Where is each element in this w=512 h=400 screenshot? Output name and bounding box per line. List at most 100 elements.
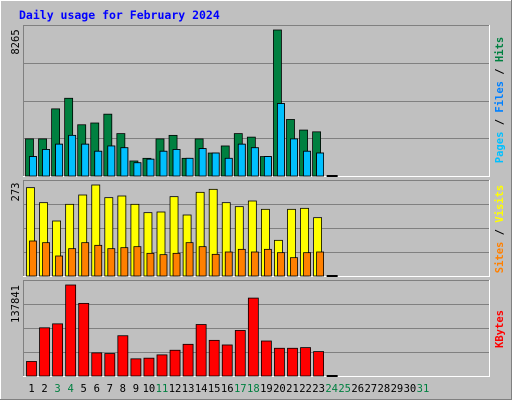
bar-kbytes-day-2 <box>39 327 50 377</box>
bar-sites-day-2 <box>42 242 50 277</box>
bar-kbytes-day-10 <box>143 357 155 377</box>
bar-kbytes-day-9 <box>130 358 142 377</box>
legend-item: Visits <box>494 185 506 223</box>
y-max-label: 8265 <box>10 29 22 54</box>
bar-pages-day-23 <box>316 152 325 177</box>
day-label: 4 <box>67 383 73 395</box>
day-label: 22 <box>299 383 312 395</box>
bar-sites-day-9 <box>133 246 142 277</box>
bar-pages-day-17 <box>237 143 246 177</box>
day-label: 2 <box>41 383 47 395</box>
bar-pages-day-20 <box>277 103 285 177</box>
legend-item: / <box>494 223 506 242</box>
day-label: 7 <box>107 383 113 395</box>
bar-pages-day-12 <box>172 149 181 177</box>
top-bars <box>25 29 338 177</box>
bar-pages-day-11 <box>159 150 168 177</box>
bar-kbytes-day-18 <box>247 297 259 377</box>
day-label: 13 <box>182 383 195 395</box>
bar-pages-day-16 <box>224 157 233 177</box>
legend-item: Hits <box>494 37 506 62</box>
bar-sites-day-7 <box>107 248 116 277</box>
bar-sites-day-5 <box>81 242 90 277</box>
y-max-label: 273 <box>10 183 22 202</box>
day-label: 10 <box>143 383 156 395</box>
legend-item: Pages <box>494 132 506 164</box>
bar-pages-day-19 <box>263 156 272 177</box>
bar-pages-day-1 <box>29 156 37 177</box>
bar-kbytes-day-11 <box>156 354 168 377</box>
bar-sites-day-21 <box>290 257 298 277</box>
day-label: 14 <box>195 383 208 395</box>
bar-pages-day-5 <box>81 143 90 177</box>
bar-kbytes-day-20 <box>274 347 285 377</box>
day-label: 17 <box>234 383 247 395</box>
bar-pages-day-22 <box>303 150 311 177</box>
day-label: 15 <box>208 383 221 395</box>
series-legend: KBytes <box>494 310 506 348</box>
legend-item: / <box>494 113 506 132</box>
day-label: 19 <box>260 383 273 395</box>
bar-kbytes-day-16 <box>221 344 233 377</box>
bar-kbytes-day-22 <box>300 347 311 377</box>
current-day-marker <box>326 175 338 177</box>
day-label: 23 <box>312 383 325 395</box>
bar-sites-day-1 <box>29 240 37 277</box>
day-label: 20 <box>273 383 286 395</box>
day-label: 11 <box>156 383 169 395</box>
bar-pages-day-13 <box>185 157 194 177</box>
bar-sites-day-6 <box>94 244 103 277</box>
day-label: 26 <box>351 383 364 395</box>
bar-kbytes-day-1 <box>26 361 37 377</box>
bar-pages-day-18 <box>250 147 259 177</box>
day-label: 28 <box>378 383 391 395</box>
current-day-marker <box>326 375 338 377</box>
legend-item: KBytes <box>494 310 506 348</box>
bar-pages-day-15 <box>211 152 220 177</box>
bar-sites-day-23 <box>316 251 325 277</box>
legend-item: Sites <box>494 242 506 274</box>
bar-pages-day-6 <box>94 150 103 177</box>
bar-pages-day-10 <box>146 158 155 177</box>
bar-kbytes-day-12 <box>169 349 181 377</box>
bar-sites-day-16 <box>224 251 233 277</box>
legend-item: Files <box>494 81 506 113</box>
bar-sites-day-14 <box>198 246 207 277</box>
day-label: 25 <box>338 383 351 395</box>
day-label: 5 <box>81 383 87 395</box>
bar-sites-day-8 <box>120 247 129 277</box>
bar-kbytes-day-17 <box>234 330 246 377</box>
bar-pages-day-14 <box>198 148 207 177</box>
series-legend: Sites / Visits <box>494 185 506 274</box>
bar-sites-day-3 <box>55 255 63 277</box>
bar-sites-day-10 <box>146 252 155 277</box>
bar-pages-day-21 <box>290 138 298 177</box>
bar-kbytes-day-6 <box>91 352 103 377</box>
bar-pages-day-8 <box>120 147 129 177</box>
day-label: 3 <box>54 383 60 395</box>
y-max-label: 137841 <box>10 285 22 323</box>
day-label: 31 <box>417 383 430 395</box>
chart-title: Daily usage for February 2024 <box>19 8 220 22</box>
bar-pages-day-2 <box>42 149 50 177</box>
day-label: 29 <box>391 383 404 395</box>
day-label: 18 <box>247 383 260 395</box>
day-label: 30 <box>404 383 417 395</box>
day-label: 9 <box>133 383 139 395</box>
middle-panel: 273 Sites / Visits <box>10 180 506 277</box>
day-label: 21 <box>286 383 299 395</box>
bottom-bars <box>26 284 338 377</box>
current-day-marker <box>326 275 338 277</box>
bar-kbytes-day-3 <box>52 323 63 377</box>
bar-sites-day-4 <box>68 248 77 277</box>
middle-bars <box>26 184 338 277</box>
bar-kbytes-day-7 <box>104 353 116 377</box>
day-label: 27 <box>364 383 377 395</box>
bar-sites-day-11 <box>159 254 168 277</box>
bar-kbytes-day-19 <box>260 340 272 377</box>
bar-pages-day-4 <box>68 134 77 177</box>
bar-kbytes-day-21 <box>287 347 298 377</box>
top-panel: 8265 Pages / Files / Hits <box>10 25 506 177</box>
